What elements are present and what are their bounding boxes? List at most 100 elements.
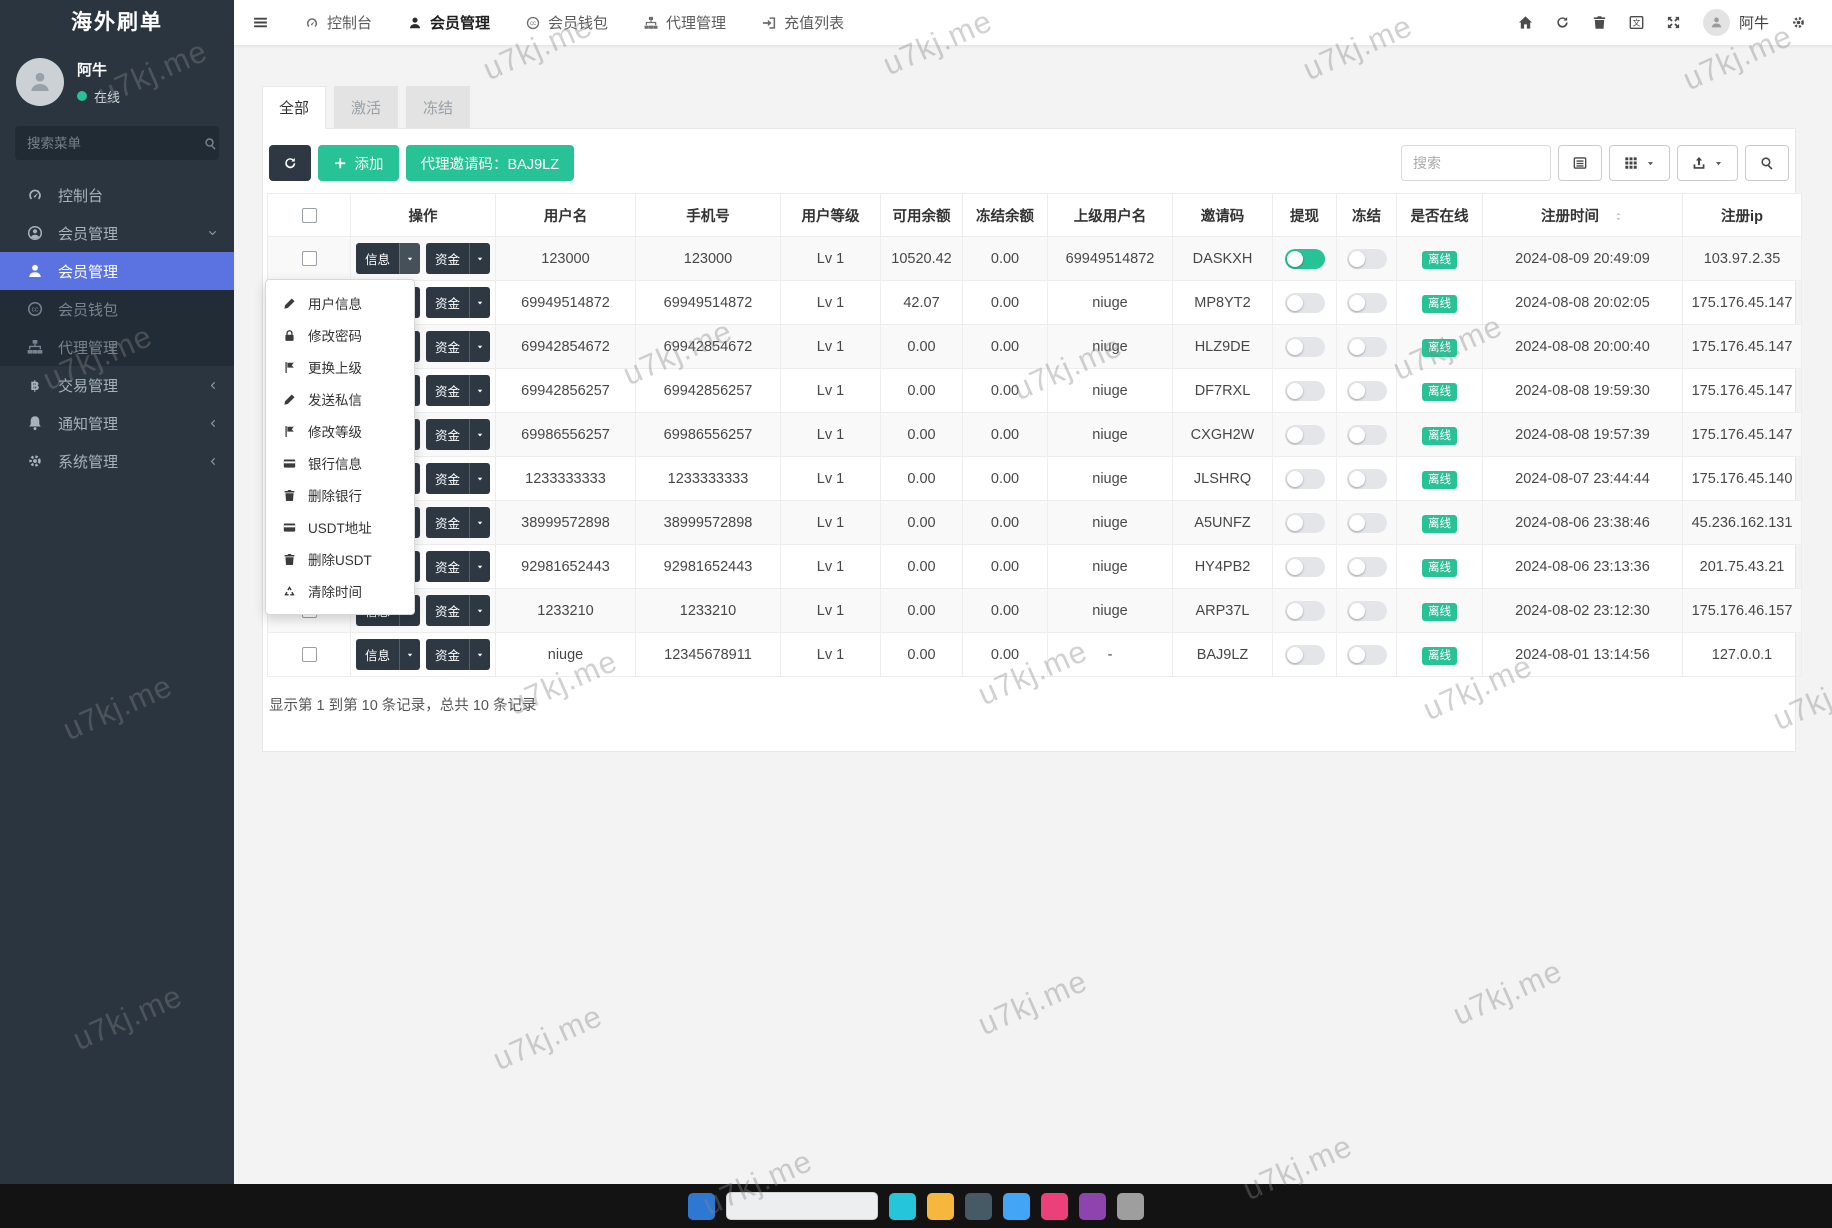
refresh-icon[interactable] — [1555, 15, 1570, 30]
topnav-item-会员钱包[interactable]: cc 会员钱包 — [508, 0, 626, 45]
caret-down-icon[interactable] — [399, 639, 420, 670]
tab-全部[interactable]: 全部 — [262, 86, 327, 129]
topnav-user[interactable]: 阿牛 — [1702, 9, 1769, 36]
invite-code-button[interactable]: 代理邀请码：BAJ9LZ — [405, 145, 575, 181]
taskbar-icon[interactable] — [927, 1192, 954, 1220]
taskbar-icon[interactable] — [889, 1192, 916, 1220]
sidebar-item-代理管理[interactable]: 代理管理 — [0, 328, 234, 366]
caret-down-icon[interactable] — [469, 243, 490, 274]
caret-down-icon[interactable] — [469, 507, 490, 538]
refresh-button[interactable] — [269, 145, 311, 181]
freeze-toggle[interactable] — [1346, 336, 1387, 357]
taskbar-icon[interactable] — [965, 1192, 992, 1220]
sidebar-search-input[interactable] — [27, 135, 204, 151]
dropdown-item-USDT地址[interactable]: USDT地址 — [266, 511, 414, 543]
freeze-toggle[interactable] — [1346, 600, 1387, 621]
freeze-toggle[interactable] — [1346, 512, 1387, 533]
info-button[interactable]: 信息 — [355, 243, 420, 274]
fund-button[interactable]: 资金 — [426, 287, 491, 318]
sidebar-item-通知管理[interactable]: 通知管理 — [0, 404, 234, 442]
topnav-item-控制台[interactable]: 控制台 — [287, 0, 390, 45]
topnav-item-代理管理[interactable]: 代理管理 — [626, 0, 744, 45]
dropdown-item-删除银行[interactable]: 删除银行 — [266, 479, 414, 511]
caret-down-icon[interactable] — [469, 287, 490, 318]
freeze-toggle[interactable] — [1346, 380, 1387, 401]
row-checkbox[interactable] — [301, 251, 317, 267]
fund-button[interactable]: 资金 — [426, 331, 491, 362]
search-button[interactable] — [1745, 145, 1789, 181]
add-button[interactable]: 添加 — [318, 145, 399, 181]
freeze-toggle[interactable] — [1346, 248, 1387, 269]
withdraw-toggle[interactable] — [1284, 600, 1325, 621]
fund-button[interactable]: 资金 — [426, 375, 491, 406]
info-button[interactable]: 信息 — [355, 639, 420, 670]
fund-button[interactable]: 资金 — [426, 595, 491, 626]
taskbar-icon[interactable] — [1079, 1192, 1106, 1220]
dropdown-item-删除USDT[interactable]: 删除USDT — [266, 543, 414, 575]
caret-down-icon[interactable] — [399, 243, 420, 274]
cogs-icon[interactable] — [1791, 15, 1806, 30]
trash-icon[interactable] — [1592, 15, 1607, 30]
withdraw-toggle[interactable] — [1284, 292, 1325, 313]
row-checkbox[interactable] — [301, 647, 317, 663]
sort-icon[interactable] — [1613, 211, 1624, 222]
dropdown-item-清除时间[interactable]: 清除时间 — [266, 575, 414, 607]
language-icon[interactable]: 文 — [1629, 15, 1644, 30]
topnav-item-会员管理[interactable]: 会员管理 — [390, 0, 508, 45]
caret-down-icon[interactable] — [469, 551, 490, 582]
caret-down-icon[interactable] — [469, 595, 490, 626]
sidebar-item-控制台[interactable]: 控制台 — [0, 176, 234, 214]
taskbar-icon[interactable] — [688, 1192, 715, 1220]
sidebar-item-会员管理[interactable]: 会员管理 — [0, 214, 234, 252]
sidebar-item-交易管理[interactable]: ฿ 交易管理 — [0, 366, 234, 404]
sidebar-item-会员管理[interactable]: 会员管理 — [0, 252, 234, 290]
dropdown-item-用户信息[interactable]: 用户信息 — [266, 287, 414, 319]
table-search-input[interactable] — [1401, 145, 1551, 181]
sidebar-item-会员钱包[interactable]: cc 会员钱包 — [0, 290, 234, 328]
sidebar-item-系统管理[interactable]: 系统管理 — [0, 442, 234, 480]
expand-icon[interactable] — [1666, 15, 1681, 30]
withdraw-toggle[interactable] — [1284, 380, 1325, 401]
fund-button[interactable]: 资金 — [426, 507, 491, 538]
caret-down-icon[interactable] — [469, 463, 490, 494]
dropdown-item-银行信息[interactable]: 银行信息 — [266, 447, 414, 479]
fund-button[interactable]: 资金 — [426, 419, 491, 450]
caret-down-icon[interactable] — [469, 331, 490, 362]
taskbar-search[interactable] — [726, 1192, 878, 1220]
freeze-toggle[interactable] — [1346, 468, 1387, 489]
hamburger-icon[interactable] — [234, 14, 287, 31]
withdraw-toggle[interactable] — [1284, 248, 1325, 269]
withdraw-toggle[interactable] — [1284, 336, 1325, 357]
fund-button[interactable]: 资金 — [426, 463, 491, 494]
withdraw-toggle[interactable] — [1284, 556, 1325, 577]
fund-button[interactable]: 资金 — [426, 639, 491, 670]
caret-down-icon[interactable] — [469, 639, 490, 670]
freeze-toggle[interactable] — [1346, 644, 1387, 665]
dropdown-item-修改等级[interactable]: 修改等级 — [266, 415, 414, 447]
withdraw-toggle[interactable] — [1284, 468, 1325, 489]
withdraw-toggle[interactable] — [1284, 424, 1325, 445]
caret-down-icon[interactable] — [469, 375, 490, 406]
tab-冻结[interactable]: 冻结 — [406, 86, 471, 128]
select-all-checkbox[interactable] — [301, 207, 317, 223]
list-button[interactable] — [1558, 145, 1602, 181]
dropdown-item-修改密码[interactable]: 修改密码 — [266, 319, 414, 351]
grid-button[interactable] — [1609, 145, 1670, 181]
fund-button[interactable]: 资金 — [426, 243, 491, 274]
fund-button[interactable]: 资金 — [426, 551, 491, 582]
freeze-toggle[interactable] — [1346, 292, 1387, 313]
dropdown-item-发送私信[interactable]: 发送私信 — [266, 383, 414, 415]
caret-down-icon[interactable] — [469, 419, 490, 450]
topnav-item-充值列表[interactable]: 充值列表 — [744, 0, 862, 45]
tab-激活[interactable]: 激活 — [334, 86, 399, 128]
freeze-toggle[interactable] — [1346, 424, 1387, 445]
taskbar-icon[interactable] — [1003, 1192, 1030, 1220]
withdraw-toggle[interactable] — [1284, 644, 1325, 665]
freeze-toggle[interactable] — [1346, 556, 1387, 577]
taskbar-icon[interactable] — [1041, 1192, 1068, 1220]
home-icon[interactable] — [1518, 15, 1533, 30]
export-button[interactable] — [1677, 145, 1738, 181]
dropdown-item-更换上级[interactable]: 更换上级 — [266, 351, 414, 383]
withdraw-toggle[interactable] — [1284, 512, 1325, 533]
taskbar-icon[interactable] — [1117, 1192, 1144, 1220]
